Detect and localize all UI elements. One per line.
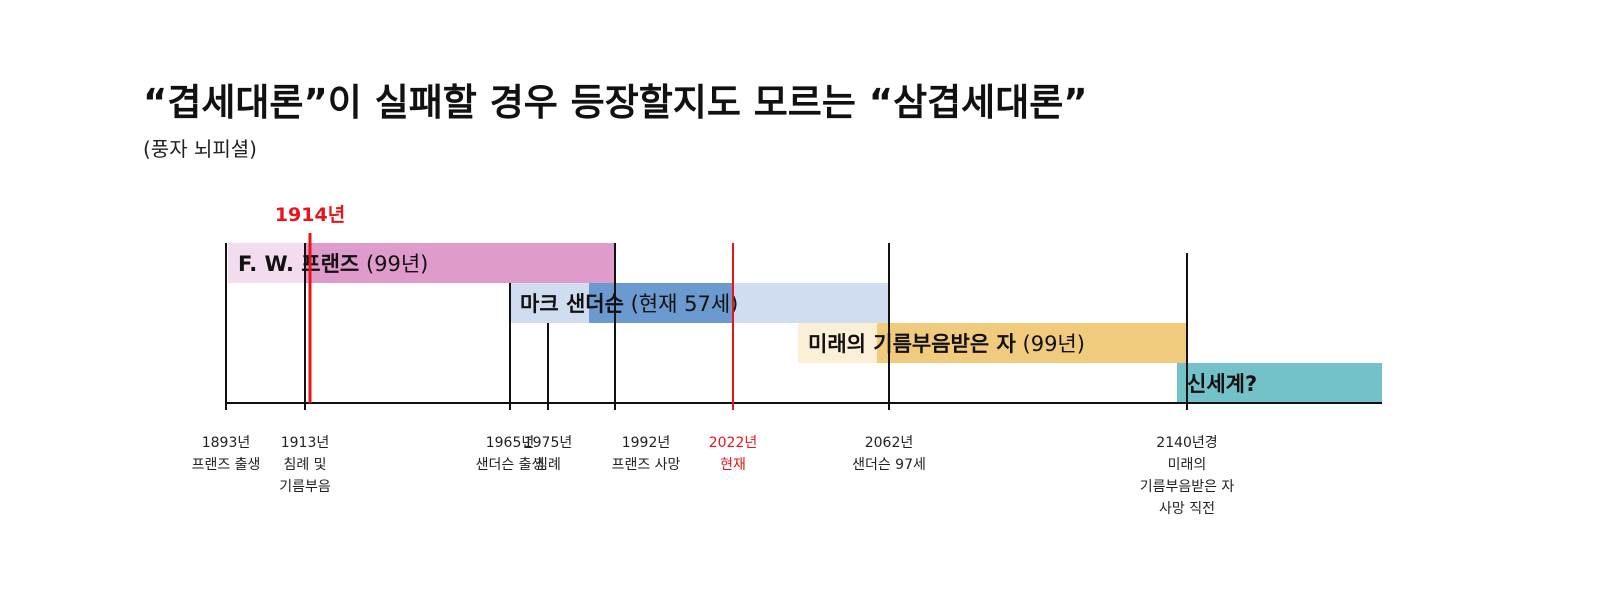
bar-label: 마크 샌더슨 (현재 57세) <box>520 292 738 316</box>
bar-label-bold: F. W. 프랜즈 <box>238 252 359 276</box>
bar-segment <box>877 323 1187 363</box>
tick-label-line: 사망 직전 <box>1159 501 1215 517</box>
tick-label-line: 1992년 <box>622 435 671 451</box>
tick-label-line: 현재 <box>720 457 746 473</box>
bar-label-bold: 마크 샌더슨 <box>520 292 624 316</box>
bar-label-normal: (99년) <box>366 252 428 276</box>
tick-label-line: 프랜즈 출생 <box>192 457 261 473</box>
tick-label-line: 기름부음 <box>279 479 331 495</box>
tick-label-line: 침례 및 <box>283 457 326 473</box>
tick-label-line: 1965년 <box>486 435 535 451</box>
tick-label-line: 2062년 <box>865 435 914 451</box>
tick-label-line: 1893년 <box>202 435 251 451</box>
bar-segment <box>589 283 733 323</box>
tick-label-line: 1913년 <box>281 435 330 451</box>
bar-label: F. W. 프랜즈 (99년) <box>238 252 428 276</box>
bar-label-bold: 미래의 기름부음받은 자 <box>808 332 1017 356</box>
tick-label-line: 샌더슨 출생 <box>476 457 545 473</box>
tick-label-line: 기름부음받은 자 <box>1140 479 1235 495</box>
bar-segment <box>510 283 589 323</box>
tick-label-line: 2140년경 <box>1156 435 1217 451</box>
bar-label: 신세계? <box>1187 372 1257 396</box>
bar-segment <box>305 243 615 283</box>
bar-label-normal: (99년) <box>1023 332 1085 356</box>
tick-label-line: 미래의 <box>1168 457 1207 473</box>
bar-label-normal: (현재 57세) <box>631 292 739 316</box>
tick-label-line: 침례 <box>535 457 561 473</box>
bar-segment <box>228 243 305 283</box>
tick-label-line: 2022년 <box>709 435 758 451</box>
bar-segment <box>798 323 877 363</box>
subtitle: (풍자 뇌피셜) <box>143 137 257 161</box>
marker-label: 1914년 <box>275 204 345 226</box>
tick-label-line: 샌더슨 97세 <box>852 457 926 473</box>
bar-segment <box>1177 363 1382 403</box>
tick-label-line: 1975년 <box>524 435 573 451</box>
bar-label: 미래의 기름부음받은 자 (99년) <box>808 332 1085 356</box>
bar-segment <box>733 283 889 323</box>
title: “겹세대론”이 실패할 경우 등장할지도 모르는 “삼겹세대론” <box>143 81 1088 124</box>
tick-label-line: 프랜즈 사망 <box>612 457 681 473</box>
